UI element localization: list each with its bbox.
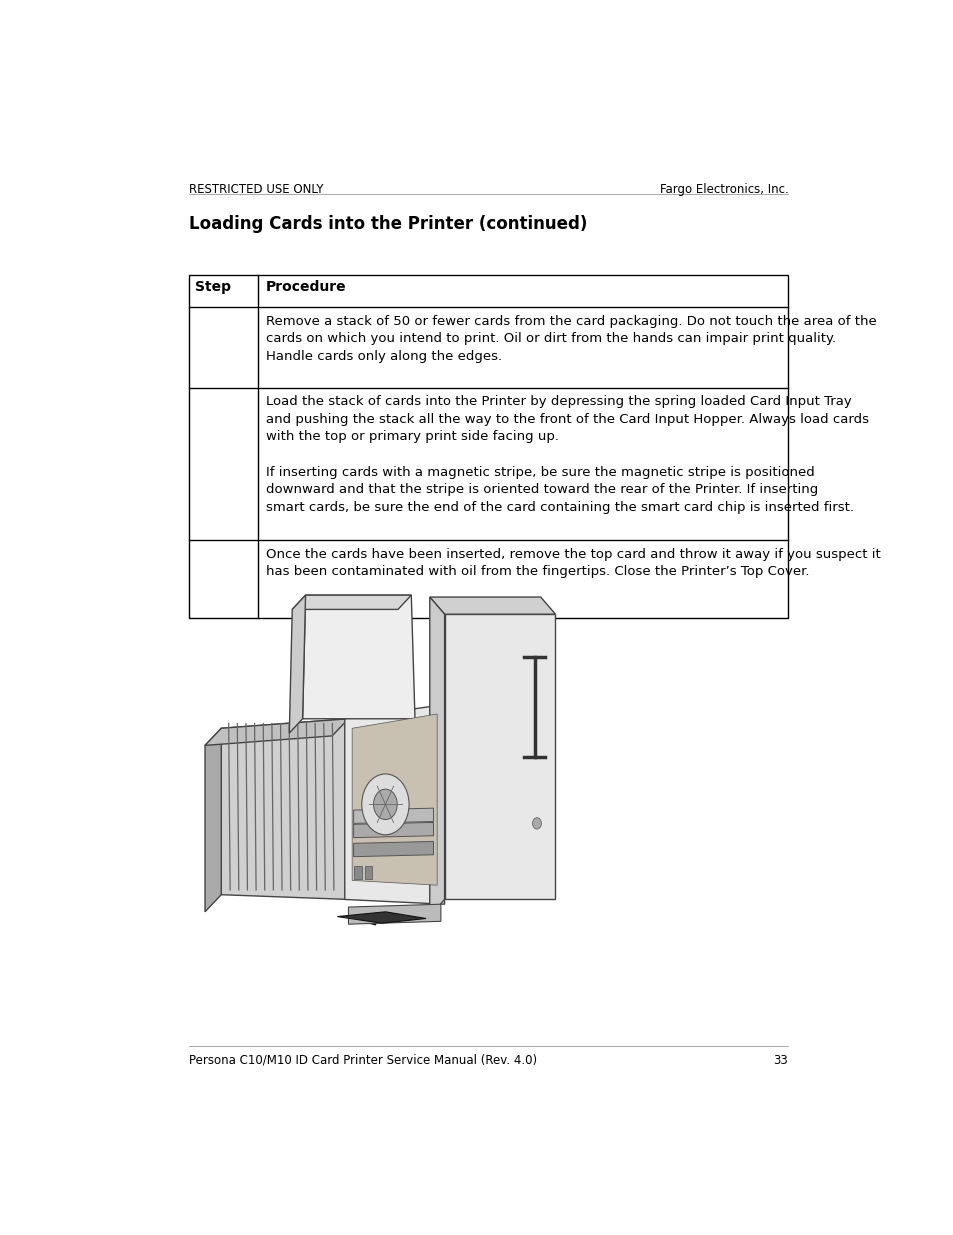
Polygon shape <box>302 595 415 719</box>
Circle shape <box>532 818 541 829</box>
Text: RESTRICTED USE ONLY: RESTRICTED USE ONLY <box>190 183 324 196</box>
Polygon shape <box>354 808 433 824</box>
Polygon shape <box>429 597 555 614</box>
Polygon shape <box>354 841 433 857</box>
Polygon shape <box>429 597 444 916</box>
Polygon shape <box>444 614 555 899</box>
Text: 33: 33 <box>773 1053 787 1067</box>
Bar <box>190 274 787 618</box>
Text: Fargo Electronics, Inc.: Fargo Electronics, Inc. <box>659 183 787 196</box>
Bar <box>354 866 361 878</box>
Circle shape <box>361 774 409 835</box>
Circle shape <box>374 789 396 820</box>
Text: Remove a stack of 50 or fewer cards from the card packaging. Do not touch the ar: Remove a stack of 50 or fewer cards from… <box>266 315 876 363</box>
Polygon shape <box>348 904 440 924</box>
Text: Step: Step <box>195 280 232 294</box>
Text: Persona C10/M10 ID Card Printer Service Manual (Rev. 4.0): Persona C10/M10 ID Card Printer Service … <box>190 1053 537 1067</box>
Text: If inserting cards with a magnetic stripe, be sure the magnetic stripe is positi: If inserting cards with a magnetic strip… <box>266 466 853 514</box>
Polygon shape <box>221 719 348 899</box>
Polygon shape <box>337 911 426 924</box>
Polygon shape <box>354 823 433 837</box>
Text: Once the cards have been inserted, remove the top card and throw it away if you : Once the cards have been inserted, remov… <box>266 547 880 578</box>
Polygon shape <box>292 595 411 609</box>
Bar <box>364 866 372 878</box>
Polygon shape <box>352 714 436 885</box>
Polygon shape <box>205 719 348 746</box>
Polygon shape <box>344 704 444 904</box>
Text: Loading Cards into the Printer (continued): Loading Cards into the Printer (continue… <box>190 215 587 232</box>
Text: Load the stack of cards into the Printer by depressing the spring loaded Card In: Load the stack of cards into the Printer… <box>266 395 868 443</box>
Polygon shape <box>205 729 221 911</box>
Text: Procedure: Procedure <box>266 280 346 294</box>
Polygon shape <box>289 595 305 734</box>
